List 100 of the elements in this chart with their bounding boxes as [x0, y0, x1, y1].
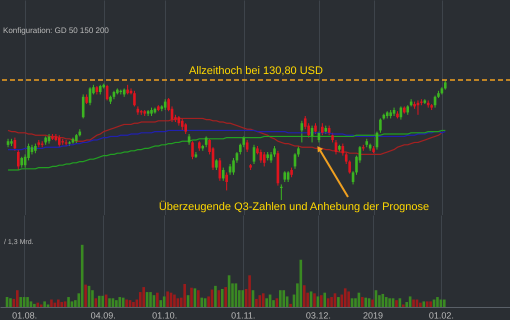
- candlestick: [444, 80, 447, 90]
- bar: [416, 300, 418, 307]
- bar: [282, 290, 286, 307]
- bar: [36, 302, 40, 307]
- bar: [436, 297, 439, 307]
- bar: [64, 301, 66, 307]
- bar: [84, 284, 87, 307]
- bar: [149, 292, 152, 307]
- bar: [408, 296, 412, 307]
- candlestick: [331, 132, 334, 143]
- candlestick: [98, 84, 102, 95]
- bar: [132, 302, 135, 307]
- bar: [443, 300, 446, 307]
- candlestick: [106, 84, 108, 101]
- bar: [258, 295, 262, 307]
- bar: [347, 291, 350, 307]
- candlestick: [283, 170, 286, 183]
- candlestick: [198, 140, 201, 152]
- bar: [30, 301, 32, 307]
- bar: [183, 284, 186, 307]
- bar: [173, 294, 176, 307]
- bar: [159, 300, 162, 307]
- candlestick: [252, 144, 256, 165]
- candlestick: [188, 134, 190, 146]
- bar: [122, 298, 124, 307]
- bar: [440, 300, 442, 307]
- candlestick: [262, 152, 266, 167]
- bar: [67, 297, 70, 307]
- candlestick: [34, 143, 37, 154]
- candlestick: [191, 140, 194, 160]
- x-tick-label: 03.12.: [306, 310, 331, 320]
- candlestick: [184, 122, 187, 135]
- bar: [101, 296, 104, 307]
- bar: [228, 275, 230, 307]
- bar: [320, 295, 323, 307]
- candlestick: [126, 84, 129, 95]
- bar: [70, 301, 74, 307]
- candlestick: [318, 131, 320, 143]
- bar: [350, 298, 354, 307]
- bar: [104, 294, 108, 307]
- candlestick: [376, 131, 378, 150]
- candlestick: [328, 125, 330, 136]
- bar: [262, 293, 265, 307]
- bar: [94, 298, 98, 307]
- bar: [374, 290, 378, 307]
- candlestick: [434, 95, 436, 108]
- candlestick: [30, 144, 34, 155]
- bar: [33, 304, 36, 307]
- bar: [22, 297, 26, 307]
- bar: [412, 300, 415, 307]
- candlestick: [307, 122, 310, 138]
- bar: [146, 292, 148, 307]
- bar: [248, 275, 251, 307]
- bar: [60, 302, 64, 307]
- bar: [276, 298, 278, 307]
- candlestick: [286, 170, 290, 183]
- candlestick: [88, 86, 92, 106]
- candlestick: [225, 172, 228, 191]
- bar: [16, 290, 19, 307]
- bar: [19, 297, 22, 307]
- bar: [382, 294, 384, 307]
- bar: [279, 290, 282, 307]
- bar: [289, 304, 292, 307]
- bar: [368, 298, 370, 307]
- bar: [6, 297, 8, 307]
- bar: [337, 297, 340, 307]
- candlestick: [334, 140, 338, 155]
- x-tick-label: 2019: [363, 310, 384, 320]
- candlestick: [416, 100, 420, 116]
- bar: [241, 290, 244, 307]
- candlestick: [215, 158, 218, 171]
- candlestick: [314, 122, 317, 135]
- candlestick: [300, 120, 304, 143]
- bar: [388, 298, 391, 307]
- bar: [364, 298, 368, 307]
- bar: [252, 290, 254, 307]
- x-tick-label: 01.02.: [428, 310, 454, 320]
- candlestick: [164, 98, 166, 111]
- bar: [220, 288, 224, 307]
- bar: [56, 300, 60, 307]
- bar: [176, 298, 180, 307]
- bar: [255, 298, 258, 307]
- bar: [218, 290, 220, 307]
- candlestick: [321, 122, 324, 136]
- bar: [197, 290, 200, 307]
- candlestick: [246, 140, 248, 153]
- candlestick: [14, 137, 16, 152]
- bar: [43, 301, 46, 307]
- bar: [344, 288, 347, 307]
- bar: [108, 298, 111, 307]
- x-tick-label: 04.09.: [90, 310, 116, 320]
- bar: [170, 292, 172, 307]
- bar: [204, 298, 206, 307]
- bar: [313, 293, 316, 307]
- candlestick: [406, 104, 410, 116]
- candlestick: [260, 149, 262, 164]
- bar: [112, 298, 114, 307]
- bar: [88, 286, 90, 307]
- bar: [358, 292, 360, 307]
- bar: [419, 302, 422, 307]
